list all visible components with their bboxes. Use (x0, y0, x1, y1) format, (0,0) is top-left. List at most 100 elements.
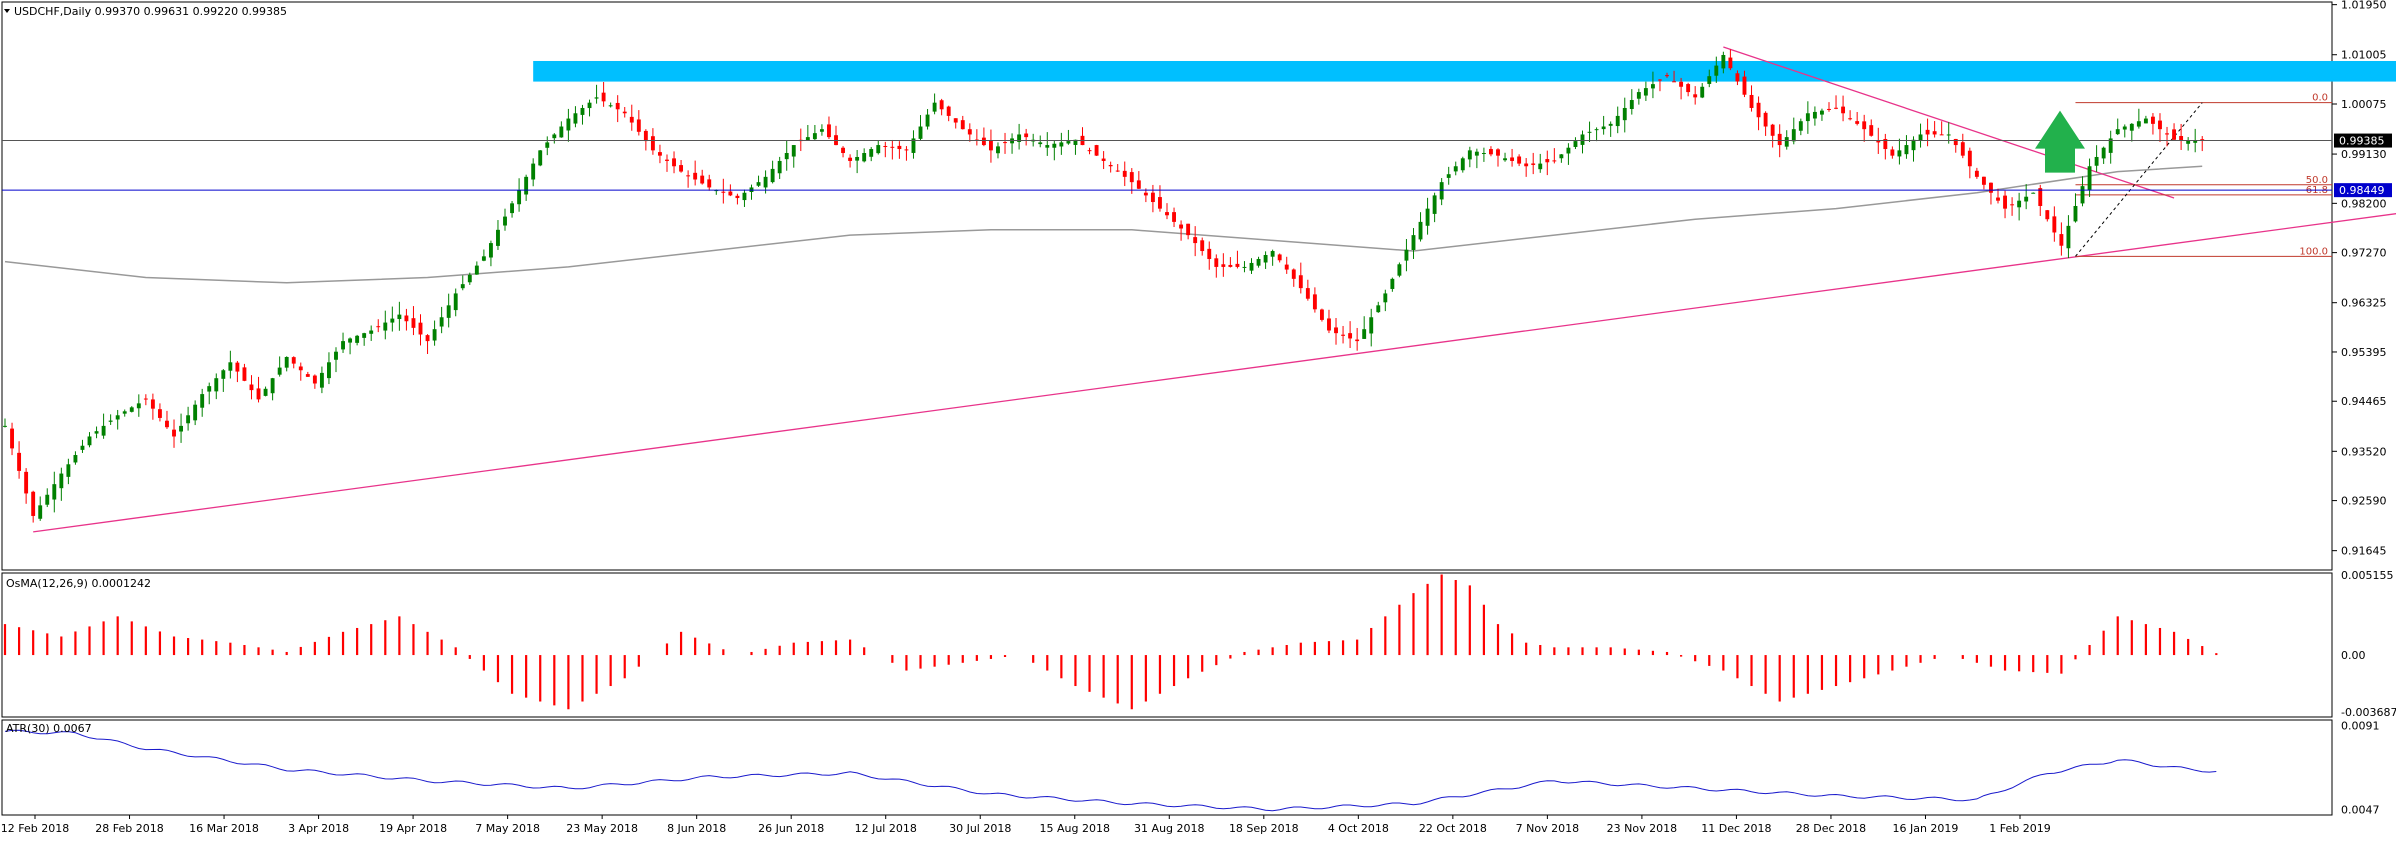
bear-candle (1890, 146, 1895, 159)
bear-candle (1517, 154, 1522, 167)
candle-body (1136, 180, 1141, 189)
candle-body (1270, 251, 1275, 257)
candle-body (721, 191, 726, 193)
bull-candle (1263, 251, 1268, 269)
x-tick-label: 16 Jan 2019 (1892, 822, 1958, 835)
atr-line (4, 729, 2217, 812)
bull-candle (446, 293, 451, 328)
candle-body (1925, 129, 1930, 135)
candle-body (1869, 125, 1874, 136)
candle-body (988, 140, 993, 151)
candle-body (967, 129, 972, 135)
candle-body (1974, 170, 1979, 177)
candle-body (686, 175, 691, 177)
candle-body (1369, 317, 1374, 334)
candle-body (1650, 84, 1655, 89)
candle-body (1327, 318, 1331, 331)
candle-body (334, 351, 338, 360)
bull-candle (1376, 301, 1381, 313)
candle-body (2129, 123, 2134, 131)
candle-body (1087, 150, 1092, 152)
bull-candle (791, 145, 796, 168)
bull-candle (524, 174, 529, 201)
bull-candle (1587, 121, 1592, 143)
x-tick-label: 28 Feb 2018 (95, 822, 163, 835)
bear-candle (841, 146, 845, 158)
bull-candle (1601, 115, 1606, 135)
candle-body (207, 386, 212, 392)
bear-candle (827, 116, 831, 140)
candle-body (1432, 195, 1437, 214)
header-dropdown-icon[interactable] (4, 9, 10, 13)
bear-candle (1981, 176, 1986, 190)
x-tick-label: 30 Jul 2018 (949, 822, 1011, 835)
candle-body (531, 163, 536, 180)
candle-body (855, 156, 860, 161)
candle-body (925, 114, 930, 127)
candle-body (517, 190, 522, 205)
candle-body (390, 318, 395, 323)
candle-body (2172, 129, 2177, 140)
bull-candle (1256, 256, 1261, 268)
candle-body (1059, 142, 1064, 147)
bear-candle (848, 154, 853, 168)
bear-candle (1763, 111, 1768, 136)
bull-candle (277, 356, 282, 377)
candle-body (1742, 76, 1747, 95)
bull-candle (38, 496, 43, 521)
candle-body (1946, 134, 1951, 136)
candle-body (228, 362, 233, 371)
bull-candle (1503, 152, 1507, 162)
candle-body (1017, 134, 1022, 142)
bear-candle (1186, 223, 1191, 240)
candle-body (1932, 131, 1937, 135)
bull-candle (1812, 106, 1817, 126)
candle-body (38, 505, 43, 519)
candle-body (566, 118, 571, 131)
bull-candle (432, 320, 437, 346)
candle-body (327, 362, 331, 379)
candle-body (1305, 288, 1310, 299)
y-tick-label: 0.94465 (2341, 395, 2387, 408)
bear-candle (622, 106, 627, 118)
candle-body (996, 146, 1000, 154)
candle-body (1848, 118, 1853, 120)
bull-candle (819, 124, 824, 136)
candle-body (2193, 140, 2198, 143)
candle-body (763, 176, 768, 188)
candle-body (186, 415, 191, 424)
bull-candle (1615, 106, 1620, 134)
bear-candle (1122, 161, 1127, 187)
candle-body (2143, 118, 2148, 124)
bull-candle (1453, 161, 1458, 176)
candle-body (341, 341, 345, 350)
candle-body (115, 415, 120, 420)
y-tick-label: 0.99130 (2341, 148, 2387, 161)
bull-candle (1045, 132, 1050, 156)
x-tick-label: 7 Nov 2018 (1516, 822, 1579, 835)
candle-body (939, 100, 944, 110)
bull-candle (73, 451, 78, 465)
bull-candle (383, 310, 388, 340)
candle-body (1094, 145, 1099, 156)
candle-body (2038, 188, 2043, 206)
candle-body (1552, 160, 1557, 162)
candle-body (1165, 212, 1169, 216)
candle-body (17, 452, 22, 471)
bear-candle (2010, 197, 2015, 216)
bull-candle (334, 347, 338, 373)
y-tick-label: 1.01950 (2341, 0, 2387, 12)
bear-candle (1129, 168, 1134, 194)
bear-candle (960, 115, 965, 130)
candle-body (2003, 195, 2007, 209)
candle-body (1404, 249, 1409, 261)
bear-candle (1235, 250, 1240, 269)
candle-body (397, 314, 402, 320)
bear-candle (1221, 253, 1226, 277)
bull-candle (756, 175, 761, 187)
bull-candle (2080, 176, 2085, 207)
candle-body (650, 136, 655, 151)
bear-candle (1679, 77, 1684, 100)
bull-candle (369, 325, 374, 341)
bull-candle (390, 306, 395, 332)
